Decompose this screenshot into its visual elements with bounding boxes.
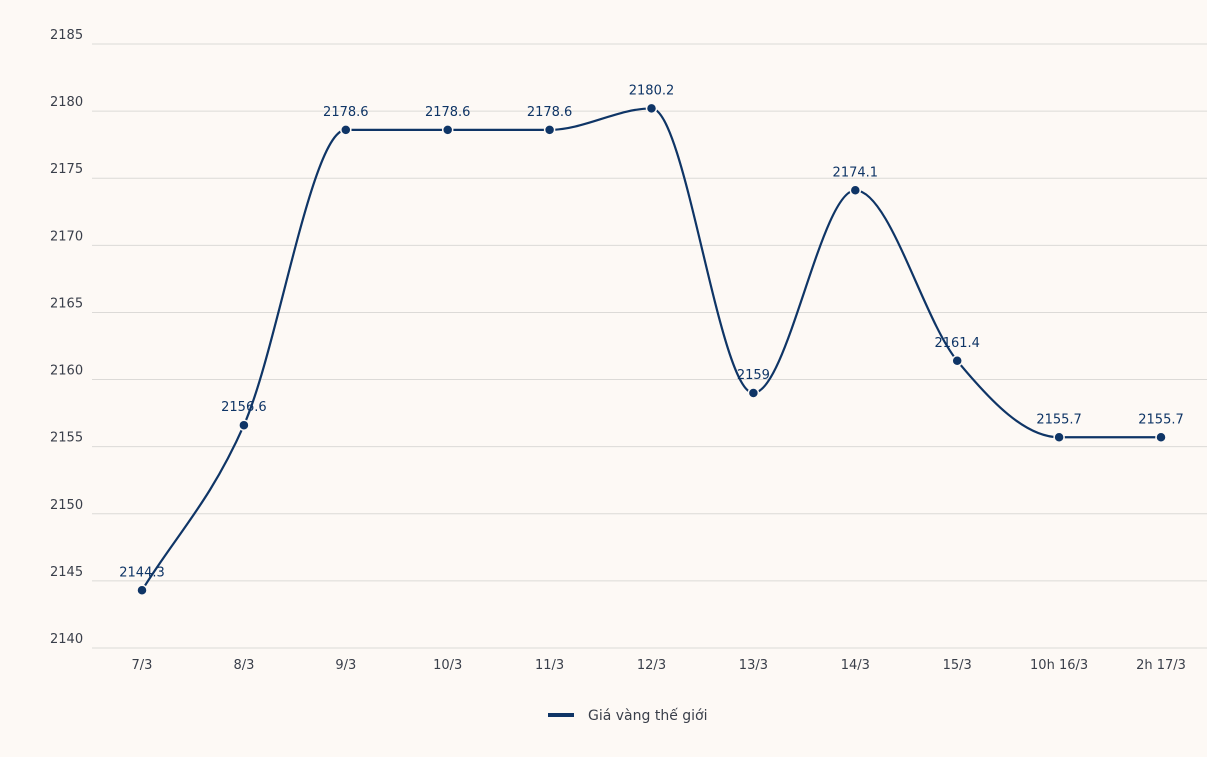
legend-label[interactable]: Giá vàng thế giới bbox=[588, 707, 708, 724]
y-tick-label: 2155 bbox=[50, 431, 83, 446]
data-point[interactable] bbox=[951, 355, 963, 367]
data-point[interactable] bbox=[1155, 431, 1167, 444]
x-axis: 7/3 8/3 9/3 10/3 11/3 12/3 13/3 14/3 15/3 10h 16/… bbox=[132, 658, 1186, 673]
x-tick-label: 13/3 bbox=[739, 658, 768, 673]
y-tick-label: 2165 bbox=[50, 296, 83, 311]
data-label: 2178.6 bbox=[323, 105, 369, 120]
x-tick-label: 7/3 bbox=[132, 658, 153, 673]
x-tick-label: 9/3 bbox=[335, 658, 356, 673]
data-label: 2178.6 bbox=[425, 105, 471, 120]
y-tick-label: 2150 bbox=[50, 498, 83, 513]
data-point[interactable] bbox=[645, 102, 658, 115]
y-axis: 2140 2145 2150 2155 2160 2165 2170 2175 2180 2185 bbox=[50, 28, 83, 647]
y-tick-label: 2160 bbox=[50, 364, 83, 379]
x-tick-label: 10/3 bbox=[433, 658, 462, 673]
y-tick-label: 2185 bbox=[50, 28, 83, 43]
data-point[interactable] bbox=[136, 584, 148, 597]
data-label: 2159 bbox=[737, 368, 770, 383]
series-layer bbox=[136, 102, 1167, 597]
data-point[interactable] bbox=[340, 124, 352, 136]
data-label: 2174.1 bbox=[833, 165, 879, 180]
x-tick-label: 10h 16/3 bbox=[1030, 658, 1088, 673]
data-point[interactable] bbox=[849, 184, 862, 197]
data-point[interactable] bbox=[1053, 431, 1065, 444]
y-tick-label: 2145 bbox=[50, 565, 83, 580]
data-label: 2178.6 bbox=[527, 105, 573, 120]
data-labels: 2144.3 2156.6 2178.6 2178.6 2178.6 2180.2 2159… bbox=[119, 83, 1184, 580]
y-tick-label: 2170 bbox=[50, 229, 83, 244]
data-point[interactable] bbox=[747, 387, 760, 399]
data-label: 2155.7 bbox=[1138, 412, 1184, 427]
data-label: 2155.7 bbox=[1036, 412, 1082, 427]
data-point[interactable] bbox=[441, 124, 454, 136]
x-tick-label: 2h 17/3 bbox=[1136, 658, 1186, 673]
data-point[interactable] bbox=[543, 124, 556, 136]
data-point[interactable] bbox=[238, 419, 250, 431]
x-tick-label: 12/3 bbox=[637, 658, 666, 673]
y-tick-label: 2140 bbox=[50, 632, 83, 647]
grid bbox=[92, 43, 1207, 649]
x-tick-label: 11/3 bbox=[535, 658, 564, 673]
data-label: 2156.6 bbox=[221, 400, 267, 415]
data-label: 2144.3 bbox=[119, 565, 165, 580]
y-tick-label: 2175 bbox=[50, 162, 83, 177]
legend[interactable]: Giá vàng thế giới bbox=[548, 707, 708, 724]
x-tick-label: 15/3 bbox=[943, 658, 972, 673]
data-label: 2180.2 bbox=[629, 83, 675, 98]
series-line bbox=[141, 107, 1161, 591]
y-tick-label: 2180 bbox=[50, 95, 83, 110]
x-tick-label: 8/3 bbox=[233, 658, 254, 673]
data-label: 2161.4 bbox=[934, 336, 980, 351]
x-tick-label: 14/3 bbox=[841, 658, 870, 673]
